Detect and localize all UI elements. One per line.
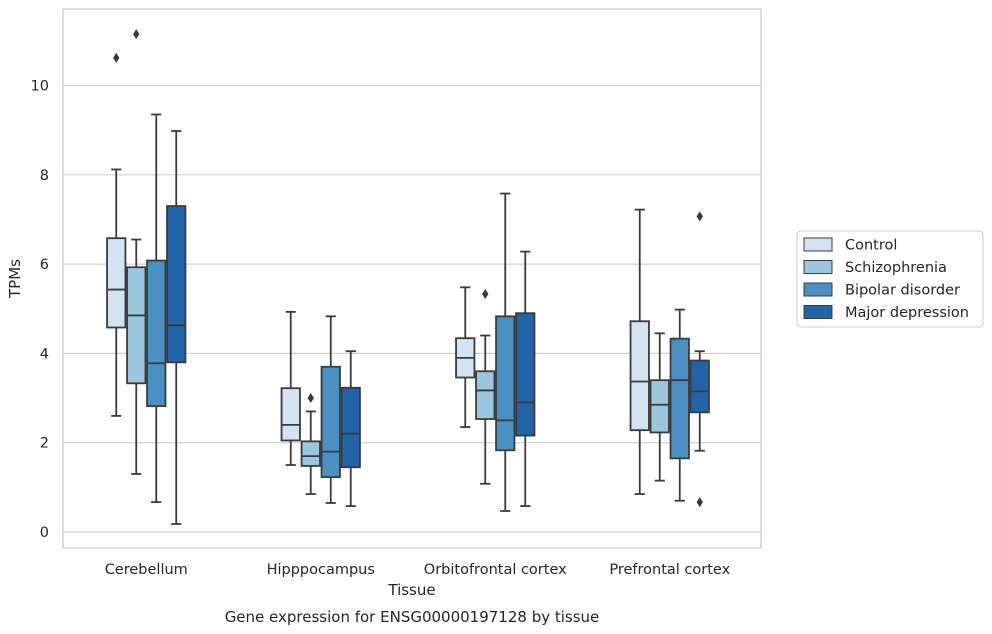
box-1-0 [280,310,301,466]
y-tick-label: 0 [40,525,49,541]
box-iqr [649,379,670,434]
outlier-point [133,29,140,40]
box-iqr [300,440,321,467]
legend-swatch [803,260,833,274]
box-iqr [629,320,650,432]
x-axis-label: Tissue [387,581,435,599]
box-0-1 [126,29,147,475]
outlier-point [696,497,703,508]
box-2-2 [495,192,516,512]
x-tick-labels: Cerebellum Hipppocampus Orbitofrontal cort… [105,562,731,578]
y-tick-label: 8 [40,168,49,184]
x-tick-label: Prefrontal cortex [609,562,730,578]
box-iqr [515,312,536,437]
box-iqr [320,365,341,478]
outlier-point [113,52,120,63]
outlier-point [307,393,314,404]
box-iqr [689,359,710,414]
box-iqr [669,337,690,460]
legend-swatch [803,305,833,319]
legend-label: Control [845,238,897,254]
box-3-2 [669,308,690,502]
box-iqr [166,205,187,364]
box-2-0 [455,286,476,428]
box-0-3 [166,130,187,525]
y-axis-label: TPMs [6,259,24,299]
box-1-3 [340,350,361,508]
y-tick-labels: 0 2 4 6 8 10 [31,79,49,542]
box-iqr [495,315,516,452]
box-2-3 [515,250,536,508]
outlier-point [696,211,703,222]
legend-swatch [803,237,833,252]
legend-label: Major depression [845,305,969,321]
box-iqr [146,259,167,407]
y-tick-label: 2 [40,436,49,452]
box-series [106,29,710,525]
legend-swatch [803,282,833,297]
box-3-0 [629,208,650,495]
outlier-point [482,289,489,300]
box-2-1 [475,289,496,485]
legend-label: Bipolar disorder [845,283,960,299]
legend-label: Schizophrenia [845,260,947,276]
legend-entries: Control Schizophrenia Bipolar disorder Majo… [803,237,969,321]
box-1-2 [320,315,341,504]
x-tick-label: Cerebellum [105,562,188,578]
box-iqr [280,387,301,442]
y-tick-label: 6 [40,257,49,273]
chart-caption: Gene expression for ENSG00000197128 by t… [225,608,600,626]
plot-area-frame [62,8,762,549]
box-0-0 [106,52,127,417]
x-tick-label: Hipppocampus [267,562,375,578]
box-iqr [126,266,147,385]
y-tick-label: 10 [31,79,49,95]
box-iqr [340,386,361,469]
box-3-1 [649,332,670,482]
box-3-3 [689,211,710,508]
x-tick-label: Orbitofrontal cortex [424,562,567,578]
box-iqr [106,237,127,329]
box-iqr [475,370,496,420]
box-1-1 [300,393,321,495]
legend-frame [796,230,984,328]
y-tick-label: 4 [40,346,49,362]
legend: Control Schizophrenia Bipolar disorder Majo… [796,230,984,328]
box-0-2 [146,113,167,503]
